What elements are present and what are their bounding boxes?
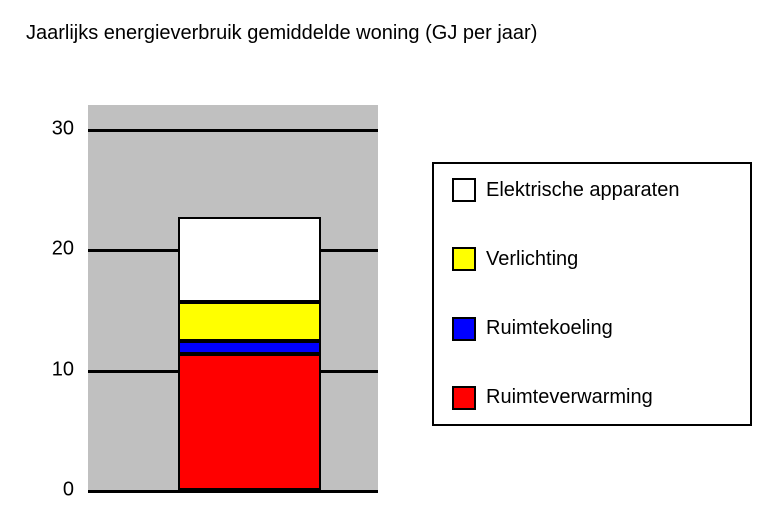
stacked-bar: [178, 217, 322, 490]
y-tick-label: 0: [63, 479, 74, 502]
bar-segment-verlichting: [178, 302, 322, 341]
y-tick-label: 20: [52, 238, 74, 261]
bar-segment-ruimtekoeling: [178, 341, 322, 354]
y-tick-label: 30: [52, 118, 74, 141]
legend-label: Ruimteverwarming: [486, 386, 653, 409]
legend-swatch-verlichting: [452, 247, 476, 271]
legend-swatch-ruimtekoeling: [452, 317, 476, 341]
bar-segment-ruimteverwarming: [178, 354, 322, 490]
legend: Elektrische apparaten Verlichting Ruimteko…: [432, 162, 752, 426]
legend-item-verlichting: Verlichting: [452, 247, 732, 271]
legend-swatch-elektrische-apparaten: [452, 178, 476, 202]
plot-area: 0102030: [88, 105, 378, 490]
legend-item-elektrische-apparaten: Elektrische apparaten: [452, 178, 732, 202]
y-tick-label: 10: [52, 358, 74, 381]
bar-segment-elektrische-apparaten: [178, 217, 322, 302]
legend-label: Ruimtekoeling: [486, 317, 613, 340]
legend-item-ruimteverwarming: Ruimteverwarming: [452, 386, 732, 410]
gridline: [88, 129, 378, 132]
legend-swatch-ruimteverwarming: [452, 386, 476, 410]
legend-label: Verlichting: [486, 248, 578, 271]
legend-item-ruimtekoeling: Ruimtekoeling: [452, 317, 732, 341]
chart-title: Jaarlijks energieverbruik gemiddelde won…: [26, 22, 537, 45]
legend-label: Elektrische apparaten: [486, 179, 679, 202]
gridline: [88, 490, 378, 493]
